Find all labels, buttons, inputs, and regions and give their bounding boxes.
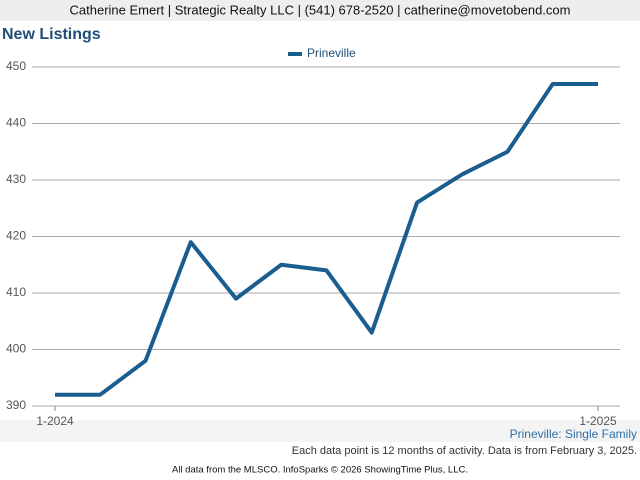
data-line <box>55 81 598 397</box>
y-tick-label: 390 <box>6 398 26 412</box>
footer-source: All data from the MLSCO. InfoSparks © 20… <box>172 465 468 476</box>
y-tick-label: 430 <box>6 172 26 186</box>
x-tick-label: 1-2024 <box>36 414 74 428</box>
header-contact: Catherine Emert | Strategic Realty LLC |… <box>70 2 571 17</box>
chart-title: New Listings <box>2 26 101 43</box>
y-tick-label: 420 <box>6 229 26 243</box>
y-tick-label: 400 <box>6 342 26 356</box>
y-tick-label: 450 <box>6 59 26 73</box>
y-tick-label: 440 <box>6 116 26 130</box>
header-bar <box>0 0 640 21</box>
y-tick-label: 410 <box>6 285 26 299</box>
legend-label: Prineville <box>307 46 356 60</box>
footer-note: Each data point is 12 months of activity… <box>292 445 637 457</box>
chart-subtitle: Prineville: Single Family <box>510 427 637 441</box>
footer-band <box>0 420 640 442</box>
x-tick-label: 1-2025 <box>579 414 617 428</box>
